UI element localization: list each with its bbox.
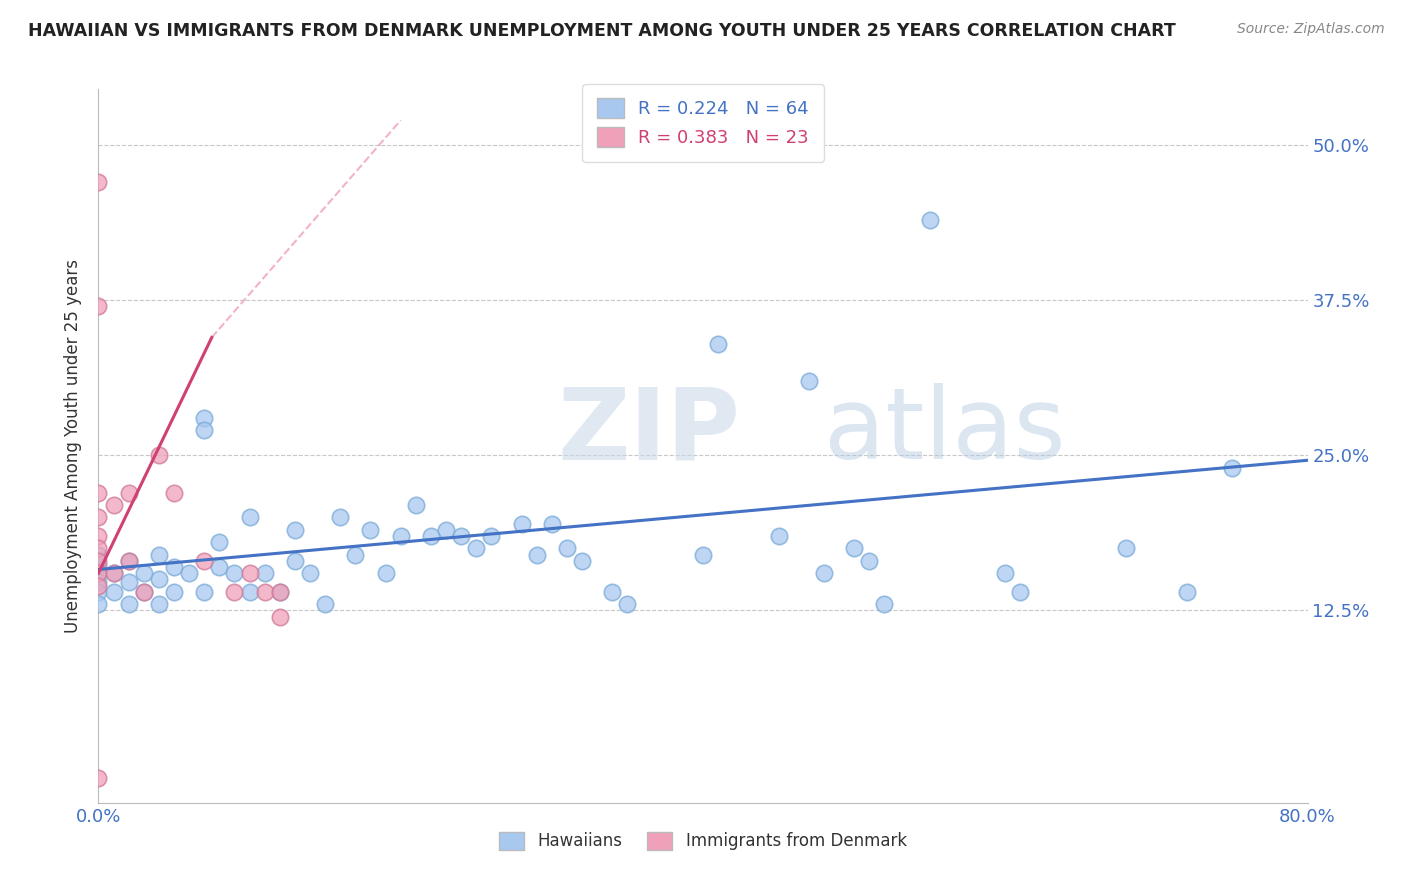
Point [858, 554, 880, 568]
Point [208, 560, 231, 574]
Text: Source: ZipAtlas.com: Source: ZipAtlas.com [1237, 22, 1385, 37]
Point [163, 560, 186, 574]
Point [118, 485, 141, 500]
Point [193, 584, 215, 599]
Point [329, 510, 352, 524]
Point [768, 529, 790, 543]
Point [132, 584, 155, 599]
Point [87, 771, 110, 785]
Point [314, 597, 336, 611]
Point [360, 523, 382, 537]
Point [132, 584, 155, 599]
Point [299, 566, 322, 581]
Point [87, 597, 110, 611]
Point [873, 597, 896, 611]
Point [132, 566, 155, 581]
Point [555, 541, 578, 556]
Point [179, 566, 201, 581]
Point [118, 554, 141, 568]
Point [1220, 460, 1243, 475]
Point [208, 535, 231, 549]
Point [193, 424, 215, 438]
Point [87, 566, 110, 581]
Point [193, 411, 215, 425]
Point [87, 554, 110, 568]
Point [148, 548, 170, 562]
Point [1010, 584, 1032, 599]
Point [87, 529, 110, 543]
Point [87, 485, 110, 500]
Point [1115, 541, 1137, 556]
Point [481, 529, 503, 543]
Point [602, 584, 624, 599]
Point [420, 529, 443, 543]
Point [87, 541, 110, 556]
Point [87, 579, 110, 593]
Y-axis label: Unemployment Among Youth under 25 years: Unemployment Among Youth under 25 years [65, 259, 83, 633]
Point [510, 516, 533, 531]
Point [918, 212, 941, 227]
Point [103, 566, 125, 581]
Point [148, 573, 170, 587]
Text: ZIP: ZIP [558, 384, 741, 480]
Point [450, 529, 472, 543]
Point [163, 485, 186, 500]
Point [224, 584, 246, 599]
Point [103, 566, 125, 581]
Point [87, 574, 110, 589]
Point [692, 548, 714, 562]
Text: HAWAIIAN VS IMMIGRANTS FROM DENMARK UNEMPLOYMENT AMONG YOUTH UNDER 25 YEARS CORR: HAWAIIAN VS IMMIGRANTS FROM DENMARK UNEM… [28, 22, 1175, 40]
Legend: Hawaiians, Immigrants from Denmark: Hawaiians, Immigrants from Denmark [491, 823, 915, 859]
Point [87, 584, 110, 599]
Point [269, 609, 291, 624]
Point [148, 448, 170, 462]
Point [434, 523, 457, 537]
Point [374, 566, 396, 581]
Point [1175, 584, 1198, 599]
Point [284, 523, 307, 537]
Point [571, 554, 593, 568]
Point [239, 510, 262, 524]
Point [87, 558, 110, 572]
Point [103, 584, 125, 599]
Point [239, 584, 262, 599]
Point [269, 584, 291, 599]
Point [239, 566, 262, 581]
Point [87, 175, 110, 189]
Point [526, 548, 548, 562]
Point [118, 554, 141, 568]
Text: atlas: atlas [824, 384, 1066, 480]
Point [344, 548, 367, 562]
Point [797, 374, 820, 388]
Point [284, 554, 307, 568]
Point [465, 541, 488, 556]
Point [224, 566, 246, 581]
Point [253, 584, 276, 599]
Point [405, 498, 427, 512]
Point [540, 516, 562, 531]
Point [118, 574, 141, 589]
Point [163, 584, 186, 599]
Point [707, 336, 730, 351]
Point [118, 597, 141, 611]
Point [87, 299, 110, 313]
Point [994, 566, 1017, 581]
Point [269, 584, 291, 599]
Point [616, 597, 638, 611]
Point [253, 566, 276, 581]
Point [87, 548, 110, 562]
Point [389, 529, 412, 543]
Point [193, 554, 215, 568]
Point [87, 510, 110, 524]
Point [813, 566, 835, 581]
Point [148, 597, 170, 611]
Point [87, 566, 110, 581]
Point [844, 541, 866, 556]
Point [103, 498, 125, 512]
